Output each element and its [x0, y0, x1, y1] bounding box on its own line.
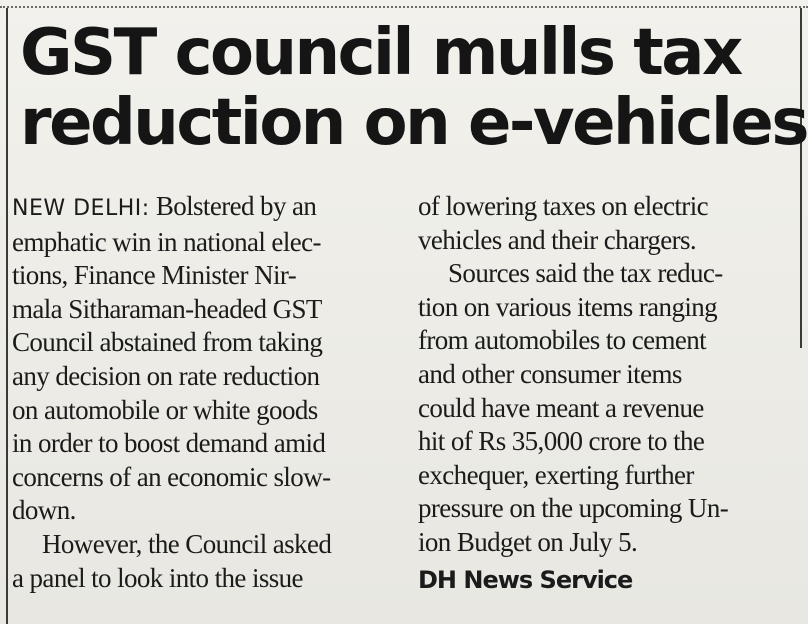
body-line: of lowering taxes on electric: [418, 191, 709, 221]
body-line: mala Sitharaman-headed GST: [12, 293, 322, 324]
body-line: a panel to look into the issue: [12, 562, 304, 593]
right-column-rule: [800, 8, 802, 348]
body-line: concerns of an economic slow-: [12, 461, 331, 492]
top-dotted-rule: [0, 6, 808, 8]
article-column-left: NEW DELHI: Bolstered by an emphatic win …: [12, 190, 390, 595]
body-line: NEW DELHI: Bolstered by an: [12, 190, 390, 226]
body-line: any decision on rate reduction: [12, 360, 320, 391]
body-text: Bolstered by an: [155, 191, 317, 221]
body-line: Sources said the tax reduc-: [448, 258, 723, 289]
article-headline: GST council mulls tax reduction on e-veh…: [20, 16, 808, 160]
body-line: hit of Rs 35,000 crore to the: [418, 426, 705, 457]
left-column-rule: [6, 8, 8, 624]
body-line: down.: [12, 495, 76, 526]
headline-line-2: reduction on e-vehicles: [20, 86, 808, 160]
body-line: and other consumer items: [418, 358, 682, 389]
byline-credit: DH News Service: [418, 565, 633, 594]
body-line: exchequer, exerting further: [418, 459, 694, 490]
dateline: NEW DELHI:: [12, 196, 150, 221]
body-line: ion Budget on July 5.: [418, 526, 638, 557]
body-line: Council abstained from taking: [12, 327, 323, 358]
article-column-right: of lowering taxes on electric vehicles a…: [418, 190, 800, 597]
body-line: could have meant a revenue: [418, 392, 704, 423]
body-line: tions, Finance Minister Nir-: [12, 260, 297, 291]
headline-line-1: GST council mulls tax: [20, 16, 743, 90]
body-line: However, the Council asked: [42, 528, 332, 559]
body-line: emphatic win in national elec-: [12, 226, 321, 257]
body-line: in order to boost demand amid: [12, 428, 326, 459]
body-line: on automobile or white goods: [12, 394, 318, 425]
body-line: vehicles and their chargers.: [418, 224, 697, 255]
body-line: tion on various items ranging: [418, 291, 718, 322]
body-line: pressure on the upcoming Un-: [418, 493, 729, 524]
body-line: from automobiles to cement: [418, 325, 707, 356]
